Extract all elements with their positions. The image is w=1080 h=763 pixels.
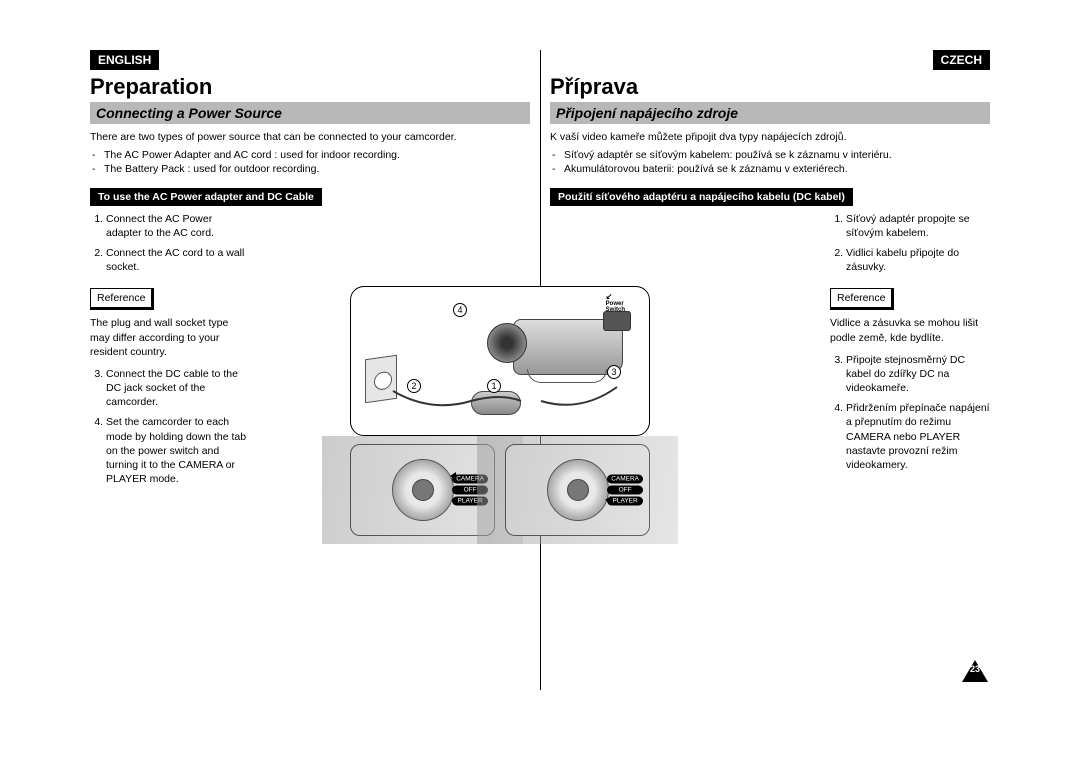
subsection-right: Připojení napájecího zdroje (550, 102, 990, 124)
step-item: Přidržením přepínače napájení a přepnutí… (846, 401, 990, 472)
reference-box-right: Reference (830, 288, 894, 310)
step-item: Set the camcorder to each mode by holdin… (106, 415, 250, 486)
cable-icon (391, 383, 621, 423)
intro-left: There are two types of power source that… (90, 130, 530, 144)
page-number: 23 (962, 664, 988, 674)
section-title-right: Příprava (550, 74, 990, 100)
mode-pointer-icon (450, 472, 456, 480)
bullets-left: The AC Power Adapter and AC cord : used … (90, 148, 530, 176)
page-number-badge: 23 (962, 660, 988, 682)
callout-4: 4 (453, 303, 467, 317)
step-item: Connect the AC cord to a wall socket. (106, 246, 250, 274)
bullets-right: Síťový adaptér se síťovým kabelem: použí… (550, 148, 990, 176)
mode-pointer-icon (605, 496, 611, 504)
illustration-mode-player: CAMERA OFF PLAYER (505, 444, 650, 536)
callout-3: 3 (607, 365, 621, 379)
callout-2: 2 (407, 379, 421, 393)
illustration-mode-camera: CAMERA OFF PLAYER (350, 444, 495, 536)
bullet-item: Síťový adaptér se síťovým kabelem: použí… (564, 148, 990, 162)
mode-dial-icon (547, 459, 609, 521)
callout-1: 1 (487, 379, 501, 393)
lang-tag-czech: CZECH (933, 50, 990, 70)
step-item: Vidlici kabelu připojte do zásuvky. (846, 246, 990, 274)
illustration-main: ↙ Power Switch 1 2 3 4 (350, 286, 650, 436)
mode-labels: CAMERA OFF PLAYER (607, 475, 643, 506)
blackbar-right: Použití síťového adaptéru a napájecího k… (550, 188, 853, 206)
subsection-left: Connecting a Power Source (90, 102, 530, 124)
bullet-item: The AC Power Adapter and AC cord : used … (104, 148, 530, 162)
step-item: Connect the AC Power adapter to the AC c… (106, 212, 250, 240)
intro-right: K vaší video kameře můžete připojit dva … (550, 130, 990, 144)
lang-tag-english: ENGLISH (90, 50, 159, 70)
bullet-item: Akumulátorovou baterii: používá se k záz… (564, 162, 990, 176)
right-sidecol: Síťový adaptér propojte se síťovým kabel… (830, 212, 990, 481)
mode-dial-icon (392, 459, 454, 521)
bullet-item: The Battery Pack : used for outdoor reco… (104, 162, 530, 176)
reference-text-left: The plug and wall socket type may differ… (90, 316, 250, 359)
reference-text-right: Vidlice a zásuvka se mohou lišit podle z… (830, 316, 990, 344)
step-item: Connect the DC cable to the DC jack sock… (106, 367, 250, 410)
section-title-left: Preparation (90, 74, 530, 100)
reference-box-left: Reference (90, 288, 154, 310)
step-item: Síťový adaptér propojte se síťovým kabel… (846, 212, 990, 240)
left-sidecol: Connect the AC Power adapter to the AC c… (90, 212, 250, 495)
blackbar-left: To use the AC Power adapter and DC Cable (90, 188, 322, 206)
step-item: Připojte stejnosměrný DC kabel do zdířky… (846, 353, 990, 396)
